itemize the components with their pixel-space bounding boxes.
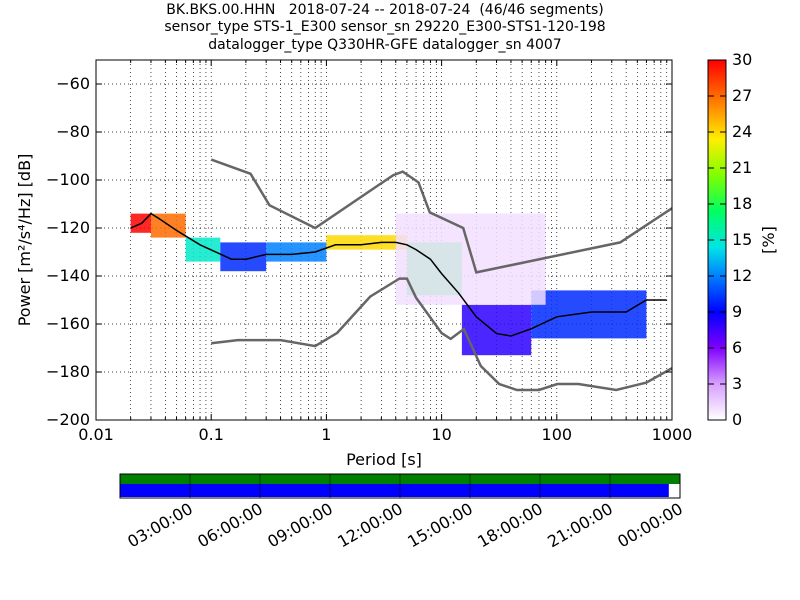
timeline-tick-label: 00:00:00 — [614, 499, 686, 551]
model-curves — [130, 158, 672, 392]
x-axis: 0.01 0.1 1 10 100 1000 — [78, 60, 692, 444]
timeline-tick-label: 12:00:00 — [334, 499, 406, 551]
noise-model-low-line — [211, 277, 672, 392]
colorbar-tick-label: 9 — [732, 302, 742, 321]
y-tick-label: −120 — [46, 218, 90, 237]
median-psd-line — [130, 212, 667, 337]
colorbar-label: [%] — [759, 226, 778, 254]
colorbar-tick-label: 0 — [732, 410, 742, 429]
colorbar-tick-label: 27 — [732, 86, 752, 105]
psd-histogram-cell — [185, 237, 221, 262]
timeline-tick-label: 03:00:00 — [124, 499, 196, 551]
x-tick-label: 0.1 — [198, 425, 223, 444]
psd-histogram-cell — [266, 242, 327, 262]
y-tick-label: −140 — [46, 266, 90, 285]
y-tick-label: −160 — [46, 314, 90, 333]
timeline-data-bar — [120, 484, 669, 497]
psd-histogram-cell — [531, 290, 647, 339]
colorbar-tick-label: 21 — [732, 158, 752, 177]
y-tick-label: −200 — [46, 410, 90, 429]
x-tick-label: 1000 — [652, 425, 693, 444]
y-tick-label: −180 — [46, 362, 90, 381]
colorbar-ticks: 0 3 6 9 12 15 18 21 24 27 30 — [708, 50, 752, 429]
colorbar-tick-label: 24 — [732, 122, 752, 141]
colorbar-tick-label: 12 — [732, 266, 752, 285]
y-axis-label: Power [m²/s⁴/Hz] [dB] — [15, 154, 34, 327]
colorbar-tick-label: 15 — [732, 230, 752, 249]
timeline-tick-label: 15:00:00 — [404, 499, 476, 551]
chart-title-line-3: datalogger_type Q330HR-GFE datalogger_sn… — [208, 37, 562, 53]
colorbar-tick-label: 3 — [732, 374, 742, 393]
psd-histogram-cell — [326, 235, 407, 250]
y-tick-label: −100 — [46, 170, 90, 189]
y-tick-label: −80 — [56, 122, 90, 141]
plot-frame — [95, 59, 673, 421]
timeline-tick-label: 06:00:00 — [194, 499, 266, 551]
timeline-tick-label: 21:00:00 — [544, 499, 616, 551]
y-axis: −60 −80 −100 −120 −140 −160 −180 −200 — [46, 74, 672, 429]
timeline-tick-label: 09:00:00 — [264, 499, 336, 551]
x-tick-label: 0.01 — [78, 425, 114, 444]
x-tick-label: 10 — [431, 425, 451, 444]
chart-title-line-1: BK.BKS.00.HHN 2018-07-24 -- 2018-07-24 (… — [166, 2, 604, 18]
colorbar-tick-label: 30 — [732, 50, 752, 69]
x-axis-label: Period [s] — [346, 450, 422, 469]
timeline-tick-label: 18:00:00 — [474, 499, 546, 551]
colorbar-tick-label: 18 — [732, 194, 752, 213]
x-tick-label: 1 — [321, 425, 331, 444]
noise-model-high-line — [210, 158, 672, 274]
colorbar-tick-label: 6 — [732, 338, 742, 357]
y-tick-label: −60 — [56, 74, 90, 93]
psd-histogram-cell — [395, 213, 546, 305]
chart-title-line-2: sensor_type STS-1_E300 sensor_sn 29220_E… — [164, 19, 606, 35]
x-tick-label: 100 — [542, 425, 573, 444]
psd-histogram — [130, 213, 647, 356]
